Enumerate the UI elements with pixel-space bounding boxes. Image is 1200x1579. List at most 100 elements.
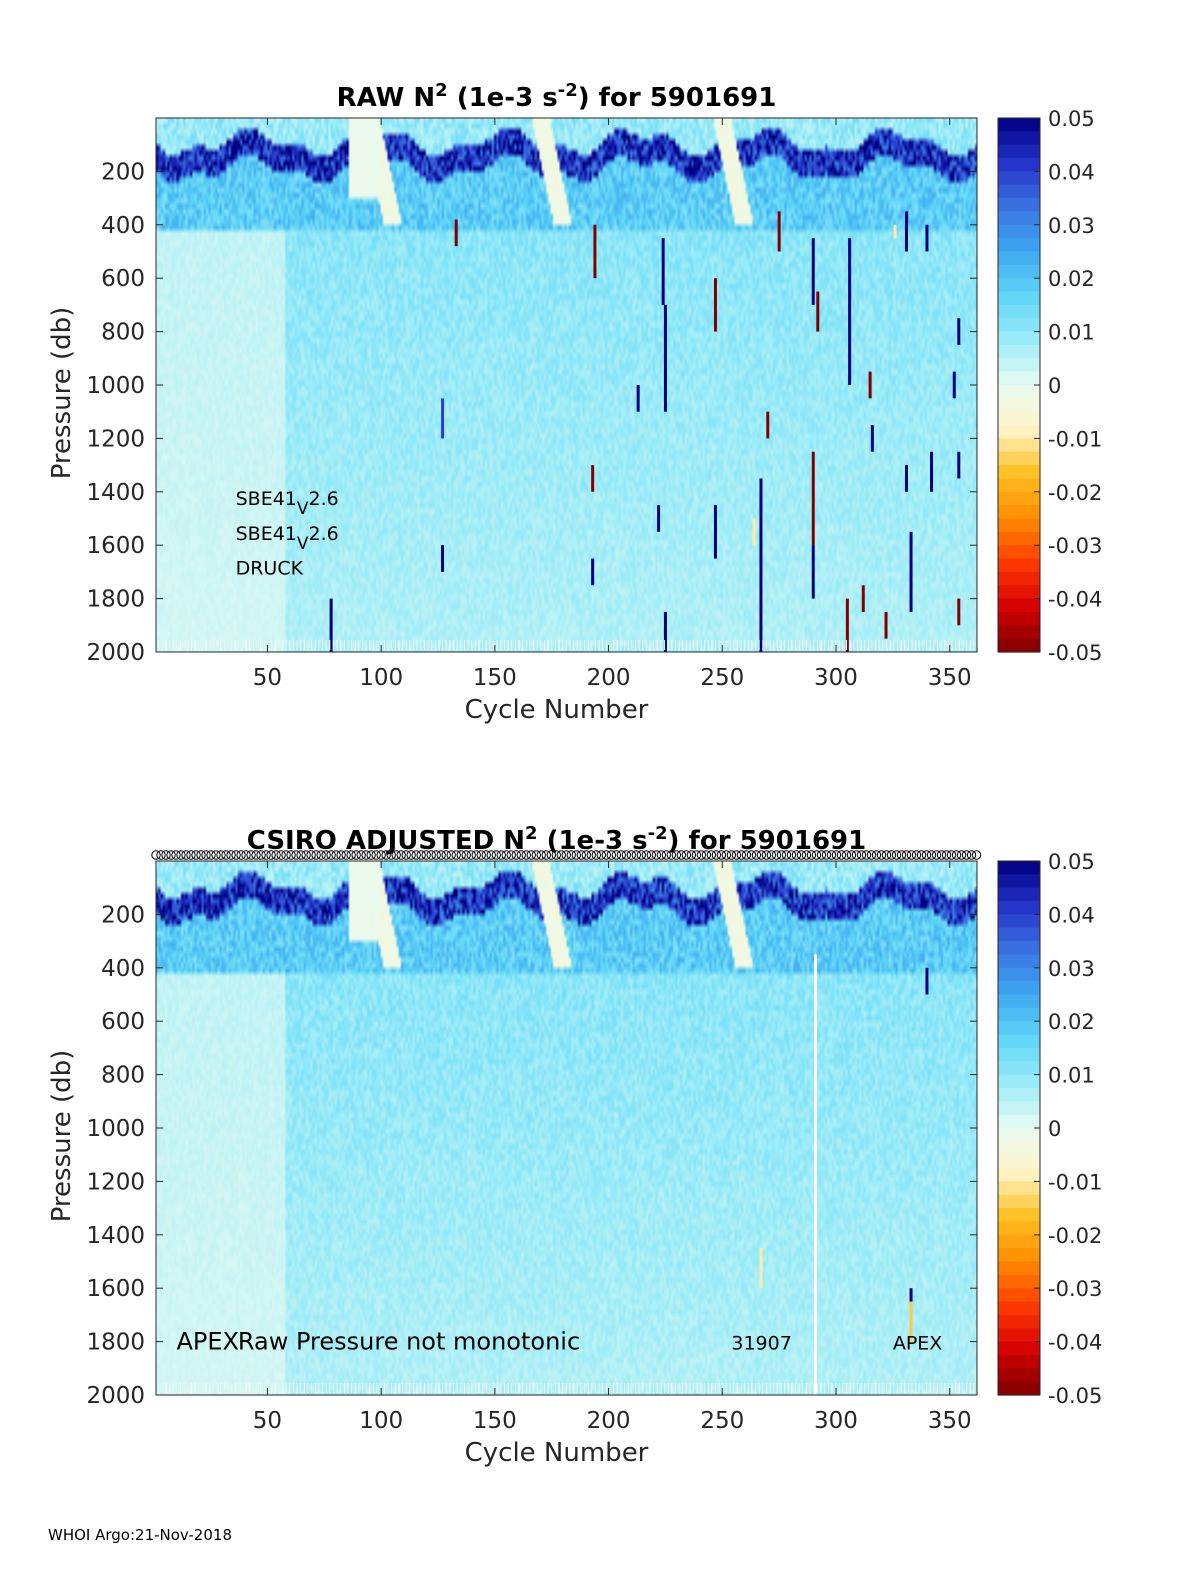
bottom-strip [453,1383,455,1393]
bottom-strip [715,640,717,650]
cycle-marker [336,850,346,860]
bottom-strip [205,640,207,650]
bottom-strip [867,640,869,650]
colorbar-swatch [998,1087,1040,1102]
spike-mark [957,318,961,345]
cycle-marker [306,850,316,860]
y-tick-label: 1000 [86,373,145,399]
bottom-strip [536,640,538,650]
bottom-strip [871,640,873,650]
bottom-strip [725,640,727,650]
bottom-strip [955,640,957,650]
bottom-strip [169,640,171,650]
cycle-marker [911,850,922,860]
colorbar-swatch [998,1248,1040,1263]
bottom-strip [784,1383,786,1393]
data-gap [814,954,818,1395]
spike-mark [925,967,929,995]
colorbar-tick-label: 0.04 [1048,903,1095,927]
spike-mark [713,278,717,332]
bottom-strip [638,640,640,650]
bottom-strip [780,1383,782,1393]
cycle-marker [411,850,421,860]
cycle-marker [276,850,286,860]
bottom-strip [900,640,902,650]
bottom-strip [936,640,938,650]
spike-mark [957,451,961,479]
bottom-strip [631,640,633,650]
bottom-strip [678,640,680,650]
bottom-strip [755,640,757,650]
cycle-marker [786,850,797,860]
y-tick-label: 200 [101,159,145,185]
cycle-marker [956,850,967,860]
bottom-strip [281,1383,283,1393]
panel-2: 50 100 150 200 250 300 350 200 400 600 800 1000 1200… [47,823,1102,1468]
spike-mark [811,451,815,546]
colorbar-swatch [998,901,1040,915]
cycle-marker [901,850,912,860]
cycle-marker [376,850,386,860]
panel-annotation: Raw Pressure not monotonic [238,1328,580,1356]
bottom-strip [791,640,793,650]
cycle-marker [716,850,727,860]
bottom-strip [846,640,848,650]
bottom-strip [391,640,393,650]
bottom-strip [802,640,804,650]
annotation-base: SBE41 [236,488,297,510]
bottom-strip [751,640,753,650]
bottom-strip [886,1383,888,1393]
bottom-strip [405,640,407,650]
cycle-marker [181,850,191,860]
colorbar-swatch [998,425,1040,439]
annotation-rest: 2.6 [309,523,339,545]
bottom-strip [795,1383,797,1393]
bottom-strip [554,1383,556,1393]
title-superscript: -2 [558,80,578,101]
cycle-marker [526,850,536,860]
bottom-strip [624,640,626,650]
colorbar-swatch [998,585,1040,600]
bottom-strip [664,1383,666,1393]
bottom-strip [460,1383,462,1393]
bottom-strip [755,1383,757,1393]
bottom-strip [180,640,182,650]
cycle-marker [661,850,672,860]
y-tick-label: 1200 [86,1169,145,1195]
bottom-strip [820,640,822,650]
bottom-strip [620,640,622,650]
bottom-strip [671,1383,673,1393]
bottom-strip [434,1383,436,1393]
bottom-strip [372,1383,374,1393]
bottom-strip [285,640,287,650]
cycle-marker [831,850,842,860]
bottom-strip [813,1383,815,1393]
bottom-strip [940,640,942,650]
bottom-strip [343,1383,345,1393]
cycle-marker [531,850,541,860]
title-segment: ) for 5901691 [578,83,777,113]
spike-mark [661,238,665,305]
cycle-marker [466,850,476,860]
cycle-marker [346,850,356,860]
bottom-strip [620,1383,622,1393]
colorbar-swatch [998,638,1040,653]
bottom-strip [704,1383,706,1393]
colorbar-swatch [998,118,1040,132]
y-tick-label: 1600 [86,1276,145,1302]
cycle-marker [551,850,561,860]
cycle-marker [246,850,256,860]
cycle-marker [941,850,952,860]
cycle-marker [196,850,206,860]
colorbar-swatch [998,1314,1040,1329]
colorbar-swatch [998,914,1040,929]
cycle-marker [641,850,652,860]
annotation-rest: 2.6 [309,488,339,510]
bottom-strip [376,1383,378,1393]
colorbar-swatch [998,1074,1040,1089]
cycle-marker [241,850,251,860]
cycle-marker [401,850,411,860]
colorbar-swatch [998,981,1040,996]
bottom-strip [300,640,302,650]
bottom-strip [398,1383,400,1393]
